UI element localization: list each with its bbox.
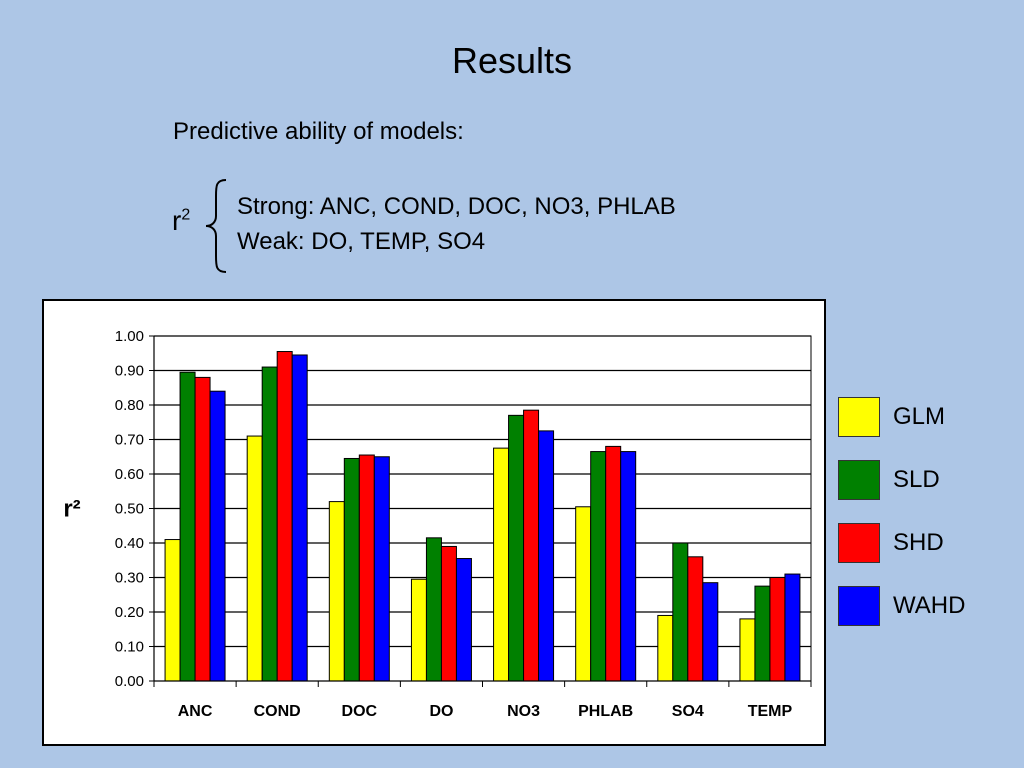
y-tick-label: 0.20 bbox=[115, 604, 144, 621]
x-tick-label: COND bbox=[254, 703, 301, 720]
x-tick-label: PHLAB bbox=[578, 703, 633, 720]
bar-sld-anc bbox=[179, 371, 196, 682]
bar-shd-cond bbox=[276, 351, 293, 682]
chart-panel: 0.00 0.10 0.20 0.30 0.40 0.50 0.60 0.70 0.80 0.90… bbox=[42, 299, 826, 746]
bar-sld-so4 bbox=[672, 542, 689, 682]
legend-label: WAHD bbox=[893, 592, 966, 619]
bar-shd-temp bbox=[769, 577, 786, 682]
bar-glm-no3 bbox=[493, 447, 510, 682]
bar-sld-phlab bbox=[590, 451, 607, 682]
legend-label: SHD bbox=[893, 529, 944, 556]
bar-glm-do bbox=[410, 578, 427, 682]
y-tick-label: 0.50 bbox=[115, 501, 144, 518]
bar-shd-anc bbox=[194, 376, 211, 682]
x-tick-label: DO bbox=[429, 703, 453, 720]
r-squared-label: r2 bbox=[172, 205, 190, 237]
bar-wahd-phlab bbox=[620, 451, 637, 682]
bar-wahd-do bbox=[455, 558, 472, 682]
bar-shd-no3 bbox=[523, 409, 540, 682]
bar-sld-no3 bbox=[508, 414, 525, 682]
legend-label: SLD bbox=[893, 466, 940, 493]
bar-sld-cond bbox=[261, 366, 278, 682]
bar-glm-cond bbox=[246, 435, 263, 682]
bar-wahd-no3 bbox=[538, 430, 555, 682]
legend-label: GLM bbox=[893, 403, 946, 430]
legend-swatch bbox=[838, 586, 880, 626]
y-tick-label: 0.60 bbox=[115, 466, 144, 483]
legend-swatch bbox=[838, 523, 880, 563]
bar-shd-doc bbox=[358, 454, 375, 682]
bar-glm-doc bbox=[328, 501, 345, 682]
y-tick-label: 0.30 bbox=[115, 570, 144, 587]
curly-brace-icon bbox=[205, 179, 227, 273]
bar-wahd-temp bbox=[784, 573, 801, 682]
bar-wahd-anc bbox=[209, 390, 226, 682]
x-tick-label: DOC bbox=[342, 703, 378, 720]
y-tick-label: 0.40 bbox=[115, 535, 144, 552]
bar-sld-do bbox=[425, 537, 442, 682]
bar-glm-so4 bbox=[657, 614, 674, 682]
intro-text: Predictive ability of models: bbox=[173, 118, 464, 145]
bar-sld-temp bbox=[754, 585, 771, 682]
bar-shd-phlab bbox=[605, 445, 622, 682]
strong-models-text: Strong: ANC, COND, DOC, NO3, PHLAB bbox=[237, 193, 676, 220]
slide-title: Results bbox=[451, 40, 573, 81]
y-tick-label: 0.80 bbox=[115, 397, 144, 414]
y-tick-label: 0.70 bbox=[115, 432, 144, 449]
bar-sld-doc bbox=[343, 457, 360, 682]
x-tick-label: SO4 bbox=[672, 703, 704, 720]
bar-glm-temp bbox=[739, 618, 756, 682]
y-axis-label: r² bbox=[63, 496, 80, 523]
r-exponent: 2 bbox=[181, 206, 191, 224]
bar-glm-phlab bbox=[575, 506, 592, 682]
legend-swatch bbox=[838, 460, 880, 500]
r-symbol: r bbox=[172, 205, 182, 236]
x-tick-label: ANC bbox=[178, 703, 213, 720]
bar-wahd-cond bbox=[291, 354, 308, 682]
bar-shd-do bbox=[440, 545, 457, 682]
bar-wahd-so4 bbox=[702, 582, 719, 682]
weak-models-text: Weak: DO, TEMP, SO4 bbox=[237, 228, 486, 255]
bar-wahd-doc bbox=[373, 456, 390, 682]
bar-glm-anc bbox=[164, 539, 181, 682]
bar-shd-so4 bbox=[687, 556, 704, 682]
x-tick-label: TEMP bbox=[748, 703, 793, 720]
y-tick-label: 0.90 bbox=[115, 363, 144, 380]
y-tick-label: 1.00 bbox=[115, 328, 144, 345]
bar-chart: 0.00 0.10 0.20 0.30 0.40 0.50 0.60 0.70 0.80 0.90… bbox=[63, 328, 812, 720]
legend-swatch bbox=[838, 397, 880, 437]
x-tick-label: NO3 bbox=[507, 703, 540, 720]
y-tick-label: 0.00 bbox=[115, 673, 144, 690]
y-tick-label: 0.10 bbox=[115, 639, 144, 656]
